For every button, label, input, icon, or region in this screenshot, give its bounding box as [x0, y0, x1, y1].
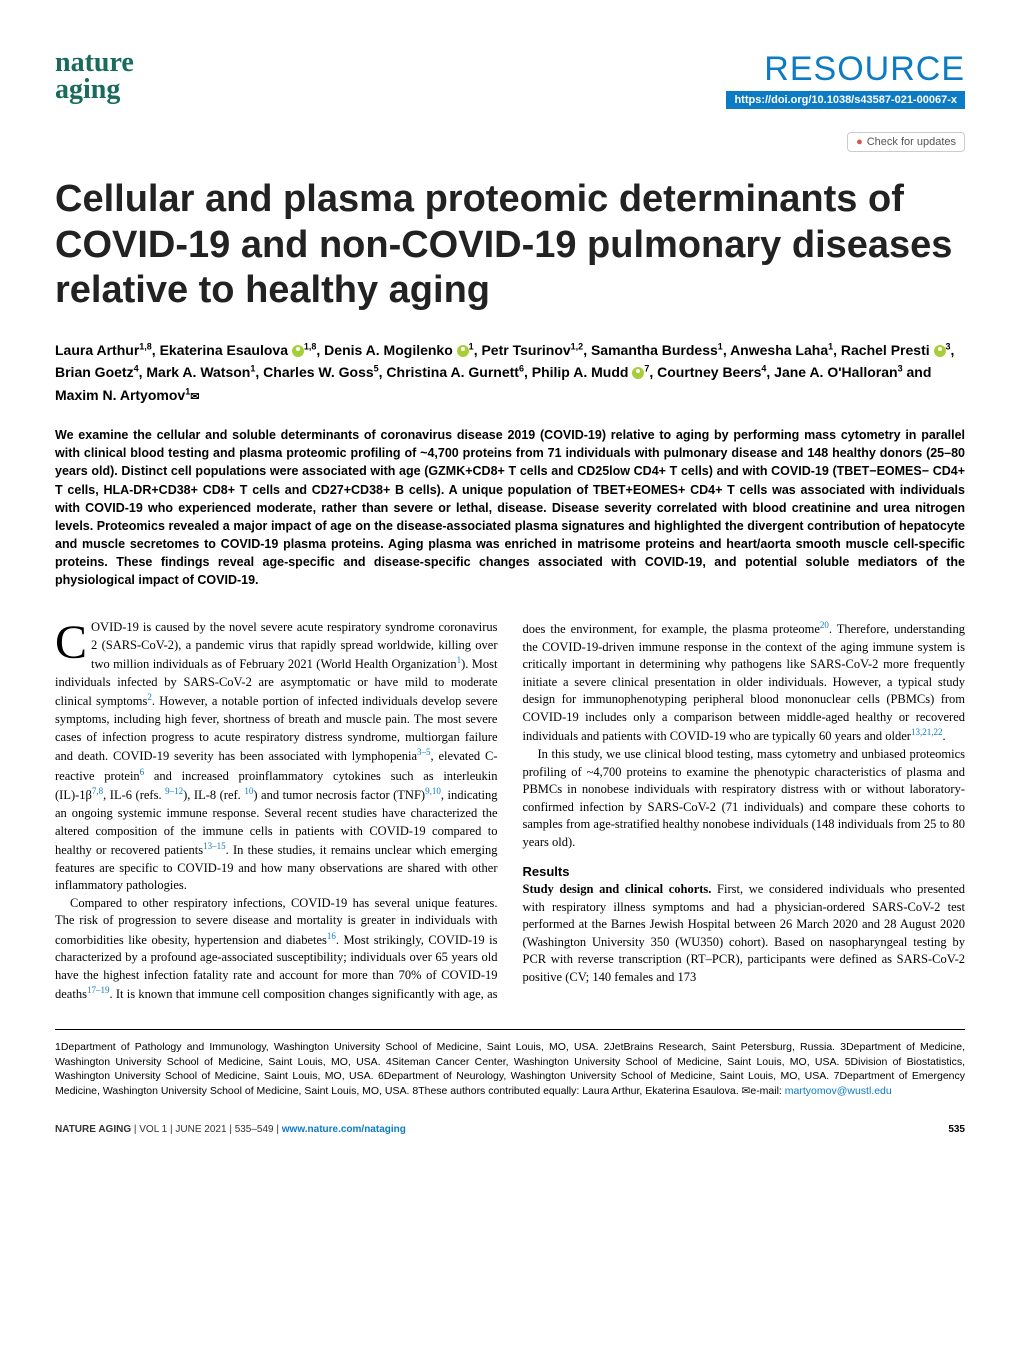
ref-17-19[interactable]: 17–19 [87, 985, 110, 995]
body-text: COVID-19 is caused by the novel severe a… [55, 619, 965, 1004]
results-heading: Results [523, 863, 966, 881]
ref-10[interactable]: 10 [244, 786, 253, 796]
ref-3-5[interactable]: 3–5 [417, 747, 431, 757]
journal-name-2: aging [55, 77, 134, 104]
author-list: Laura Arthur1,8, Ekaterina Esaulova 1,8,… [55, 339, 965, 406]
body-p4: In this study, we use clinical blood tes… [523, 746, 966, 851]
body-p5: First, we considered individuals who pre… [523, 882, 966, 984]
ref-20[interactable]: 20 [820, 620, 829, 630]
footer-journal: NATURE AGING [55, 1124, 131, 1135]
ref-13-15[interactable]: 13–15 [203, 841, 226, 851]
ref-13-21-22[interactable]: 13,21,22 [911, 727, 943, 737]
affiliations: 1Department of Pathology and Immunology,… [55, 1029, 965, 1099]
footer-link[interactable]: www.nature.com/nataging [282, 1124, 406, 1135]
ref-9-10[interactable]: 9,10 [425, 786, 441, 796]
abstract-text: We examine the cellular and soluble dete… [55, 426, 965, 589]
page-footer: NATURE AGING | VOL 1 | JUNE 2021 | 535–5… [55, 1124, 965, 1135]
ref-7-8[interactable]: 7,8 [92, 786, 103, 796]
page-number: 535 [948, 1124, 965, 1135]
journal-name-1: nature [55, 50, 134, 77]
article-title: Cellular and plasma proteomic determinan… [55, 177, 965, 314]
body-p1: OVID-19 is caused by the novel severe ac… [91, 620, 497, 671]
journal-logo: nature aging [55, 50, 134, 103]
footer-issue: | VOL 1 | JUNE 2021 | 535–549 | [131, 1124, 282, 1135]
ref-9-12[interactable]: 9–12 [165, 786, 183, 796]
ref-16[interactable]: 16 [327, 931, 336, 941]
article-type: RESOURCE [726, 50, 965, 89]
dropcap: C [55, 619, 91, 664]
doi-link[interactable]: https://doi.org/10.1038/s43587-021-00067… [726, 91, 965, 109]
corresponding-email[interactable]: martyomov@wustl.edu [785, 1085, 892, 1097]
check-updates-button[interactable]: Check for updates [847, 132, 965, 152]
article-type-block: RESOURCE https://doi.org/10.1038/s43587-… [726, 50, 965, 109]
subsection-heading: Study design and clinical cohorts. [523, 882, 712, 896]
